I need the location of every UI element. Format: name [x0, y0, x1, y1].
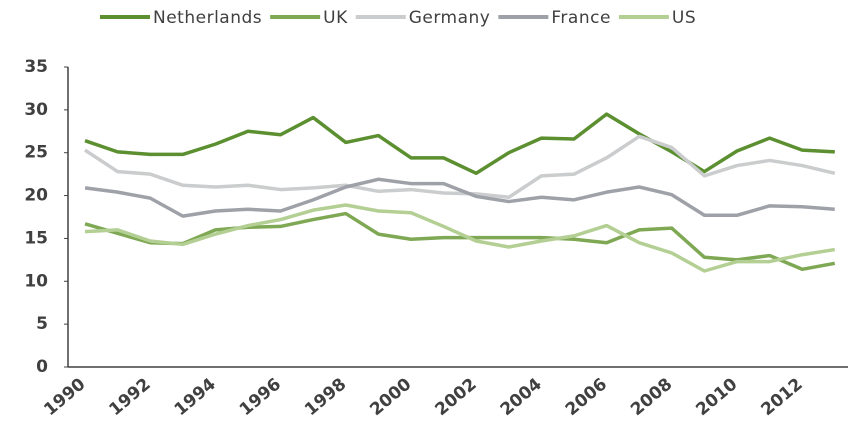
y-tick-label: 0 [36, 357, 48, 377]
x-tick-label: 2000 [366, 374, 415, 420]
y-tick-label: 15 [24, 228, 48, 248]
line-series [84, 134, 836, 200]
line-series [84, 177, 835, 218]
x-tick-label: 1996 [236, 374, 285, 420]
legend-label: France [551, 8, 611, 28]
legend-label: Germany [409, 8, 491, 28]
y-tick-label: 30 [24, 100, 48, 120]
x-tick-label: 2002 [432, 374, 481, 420]
y-tick-label: 10 [24, 271, 48, 291]
legend-label: UK [323, 8, 348, 28]
y-tick-label: 20 [24, 186, 48, 206]
x-tick-label: 2012 [758, 374, 807, 420]
y-tick-label: 35 [24, 57, 48, 77]
y-tick-label: 5 [36, 314, 48, 334]
x-tick-label: 1992 [106, 374, 155, 420]
x-tick-label: 2006 [562, 374, 611, 420]
legend-label: US [672, 8, 696, 28]
x-tick-label: 2004 [497, 374, 546, 420]
line-series [84, 112, 835, 176]
x-tick-label: 1994 [171, 374, 220, 420]
line-series [84, 211, 836, 272]
x-tick-label: 2008 [627, 374, 676, 420]
x-tick-label: 1998 [301, 374, 350, 420]
x-tick-label: 2010 [692, 374, 741, 420]
y-tick-label: 25 [24, 143, 48, 163]
line-series [84, 203, 836, 273]
x-tick-label: 1990 [40, 374, 89, 420]
legend-label: Netherlands [153, 8, 262, 28]
